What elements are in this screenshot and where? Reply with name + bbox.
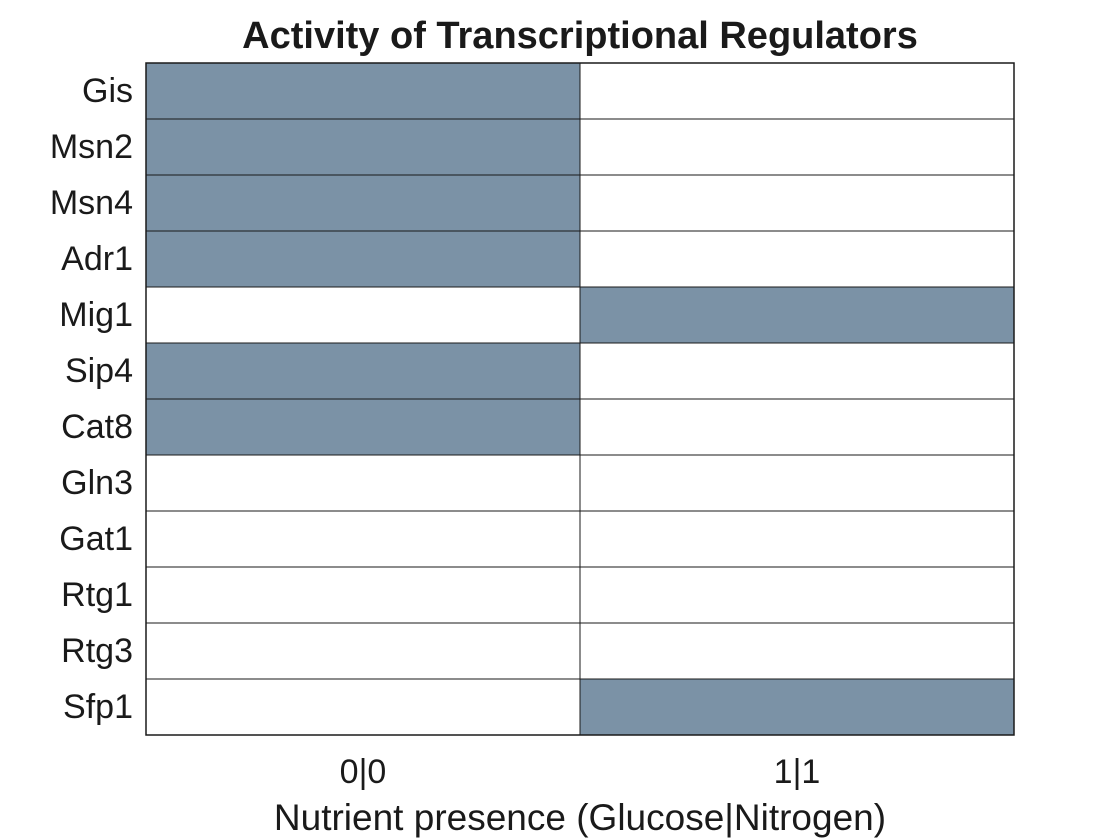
heatmap-cell (145, 286, 581, 344)
heatmap-cell (145, 510, 581, 568)
heatmap-cells (145, 62, 1015, 736)
heatmap-cell (579, 62, 1015, 120)
heatmap-cell (145, 230, 581, 288)
x-axis-label: Nutrient presence (Glucose|Nitrogen) (274, 797, 886, 838)
y-tick-label: Rtg3 (61, 632, 133, 670)
heatmap-cell (579, 118, 1015, 176)
heatmap-cell (145, 174, 581, 232)
heatmap-cell (145, 118, 581, 176)
y-tick-label: Rtg1 (61, 576, 133, 614)
y-tick-label: Mig1 (59, 296, 133, 334)
y-tick-label: Cat8 (61, 408, 133, 446)
heatmap-cell (145, 62, 581, 120)
y-tick-label: Sip4 (65, 352, 133, 390)
y-tick-label: Gln3 (61, 464, 133, 502)
heatmap-cell (579, 398, 1015, 456)
heatmap-cell (579, 678, 1015, 736)
heatmap-cell (145, 454, 581, 512)
heatmap-cell (579, 286, 1015, 344)
heatmap-cell (579, 342, 1015, 400)
heatmap-cell (579, 174, 1015, 232)
heatmap-cell (145, 622, 581, 680)
y-tick-label: Adr1 (61, 240, 133, 278)
heatmap-cell (579, 566, 1015, 624)
x-tick-label: 1|1 (774, 753, 821, 791)
y-axis-labels: Gis Msn2 Msn4 Adr1 Mig1 Sip4 Cat8 Gln3 Gat1 Rtg1 R… (50, 72, 133, 726)
heatmap-cell (579, 230, 1015, 288)
y-tick-label: Msn2 (50, 128, 133, 166)
chart-title: Activity of Transcriptional Regulators (242, 15, 918, 57)
heatmap-cell (145, 678, 581, 736)
plot-frame (145, 62, 1015, 736)
y-tick-label: Gis (82, 72, 133, 110)
heatmap-cell (145, 398, 581, 456)
y-tick-label: Gat1 (59, 520, 133, 558)
x-tick-label: 0|0 (340, 753, 387, 791)
heatmap-cell (145, 566, 581, 624)
heatmap-cell (579, 622, 1015, 680)
heatmap-cell (579, 454, 1015, 512)
heatmap-cell (145, 342, 581, 400)
y-tick-label: Sfp1 (63, 688, 133, 726)
heatmap-cell (579, 510, 1015, 568)
y-tick-label: Msn4 (50, 184, 133, 222)
x-axis-ticks: 0|0 1|1 (340, 753, 821, 791)
